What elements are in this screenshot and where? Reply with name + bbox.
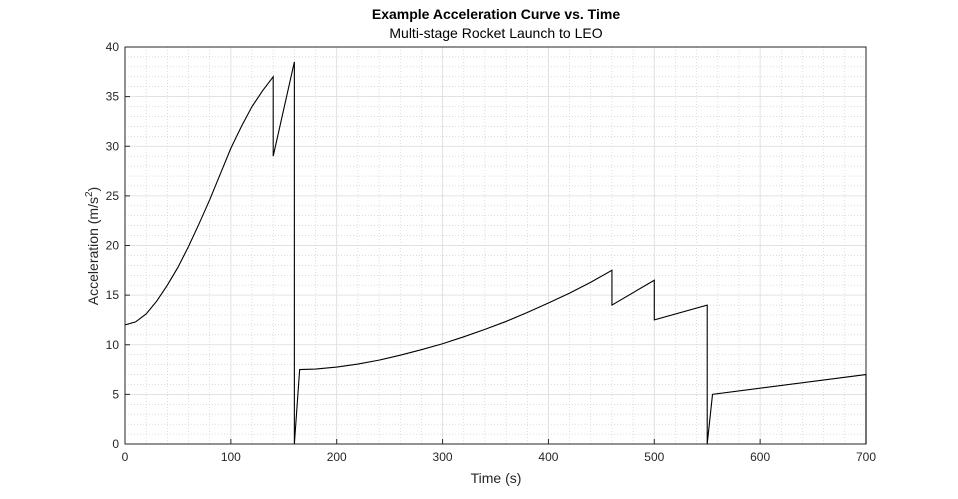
y-tick-label: 20 <box>106 239 120 253</box>
chart-title: Example Acceleration Curve vs. Time <box>372 6 620 22</box>
y-tick-label: 5 <box>112 387 119 401</box>
x-tick-label: 400 <box>538 450 558 464</box>
x-tick-label: 0 <box>122 450 129 464</box>
x-tick-label: 100 <box>221 450 241 464</box>
x-axis-ticks: 0 100 200 300 400 500 600 700 <box>122 439 876 464</box>
x-tick-label: 200 <box>327 450 347 464</box>
x-tick-label: 600 <box>750 450 770 464</box>
x-axis-label: Time (s) <box>471 470 522 486</box>
acceleration-series-line <box>124 61 867 445</box>
y-axis-label-main: Acceleration (m/s <box>85 197 101 305</box>
y-tick-label: 25 <box>106 189 120 203</box>
x-tick-label: 300 <box>433 450 453 464</box>
y-axis-ticks: 0 5 10 15 20 25 30 35 40 <box>106 40 130 451</box>
y-axis-label: Acceleration (m/s2) <box>84 187 101 305</box>
y-axis-label-close: ) <box>85 187 101 192</box>
y-tick-label: 35 <box>106 90 120 104</box>
y-tick-label: 0 <box>112 437 119 451</box>
y-tick-label: 40 <box>106 40 120 54</box>
y-tick-label: 30 <box>106 139 120 153</box>
series-layer <box>124 61 867 445</box>
y-tick-label: 10 <box>106 338 120 352</box>
x-tick-label: 500 <box>644 450 664 464</box>
x-tick-label: 700 <box>856 450 876 464</box>
y-axis-label-superscript: 2 <box>84 191 95 197</box>
y-tick-label: 15 <box>106 288 120 302</box>
chart-subtitle: Multi-stage Rocket Launch to LEO <box>389 25 602 41</box>
